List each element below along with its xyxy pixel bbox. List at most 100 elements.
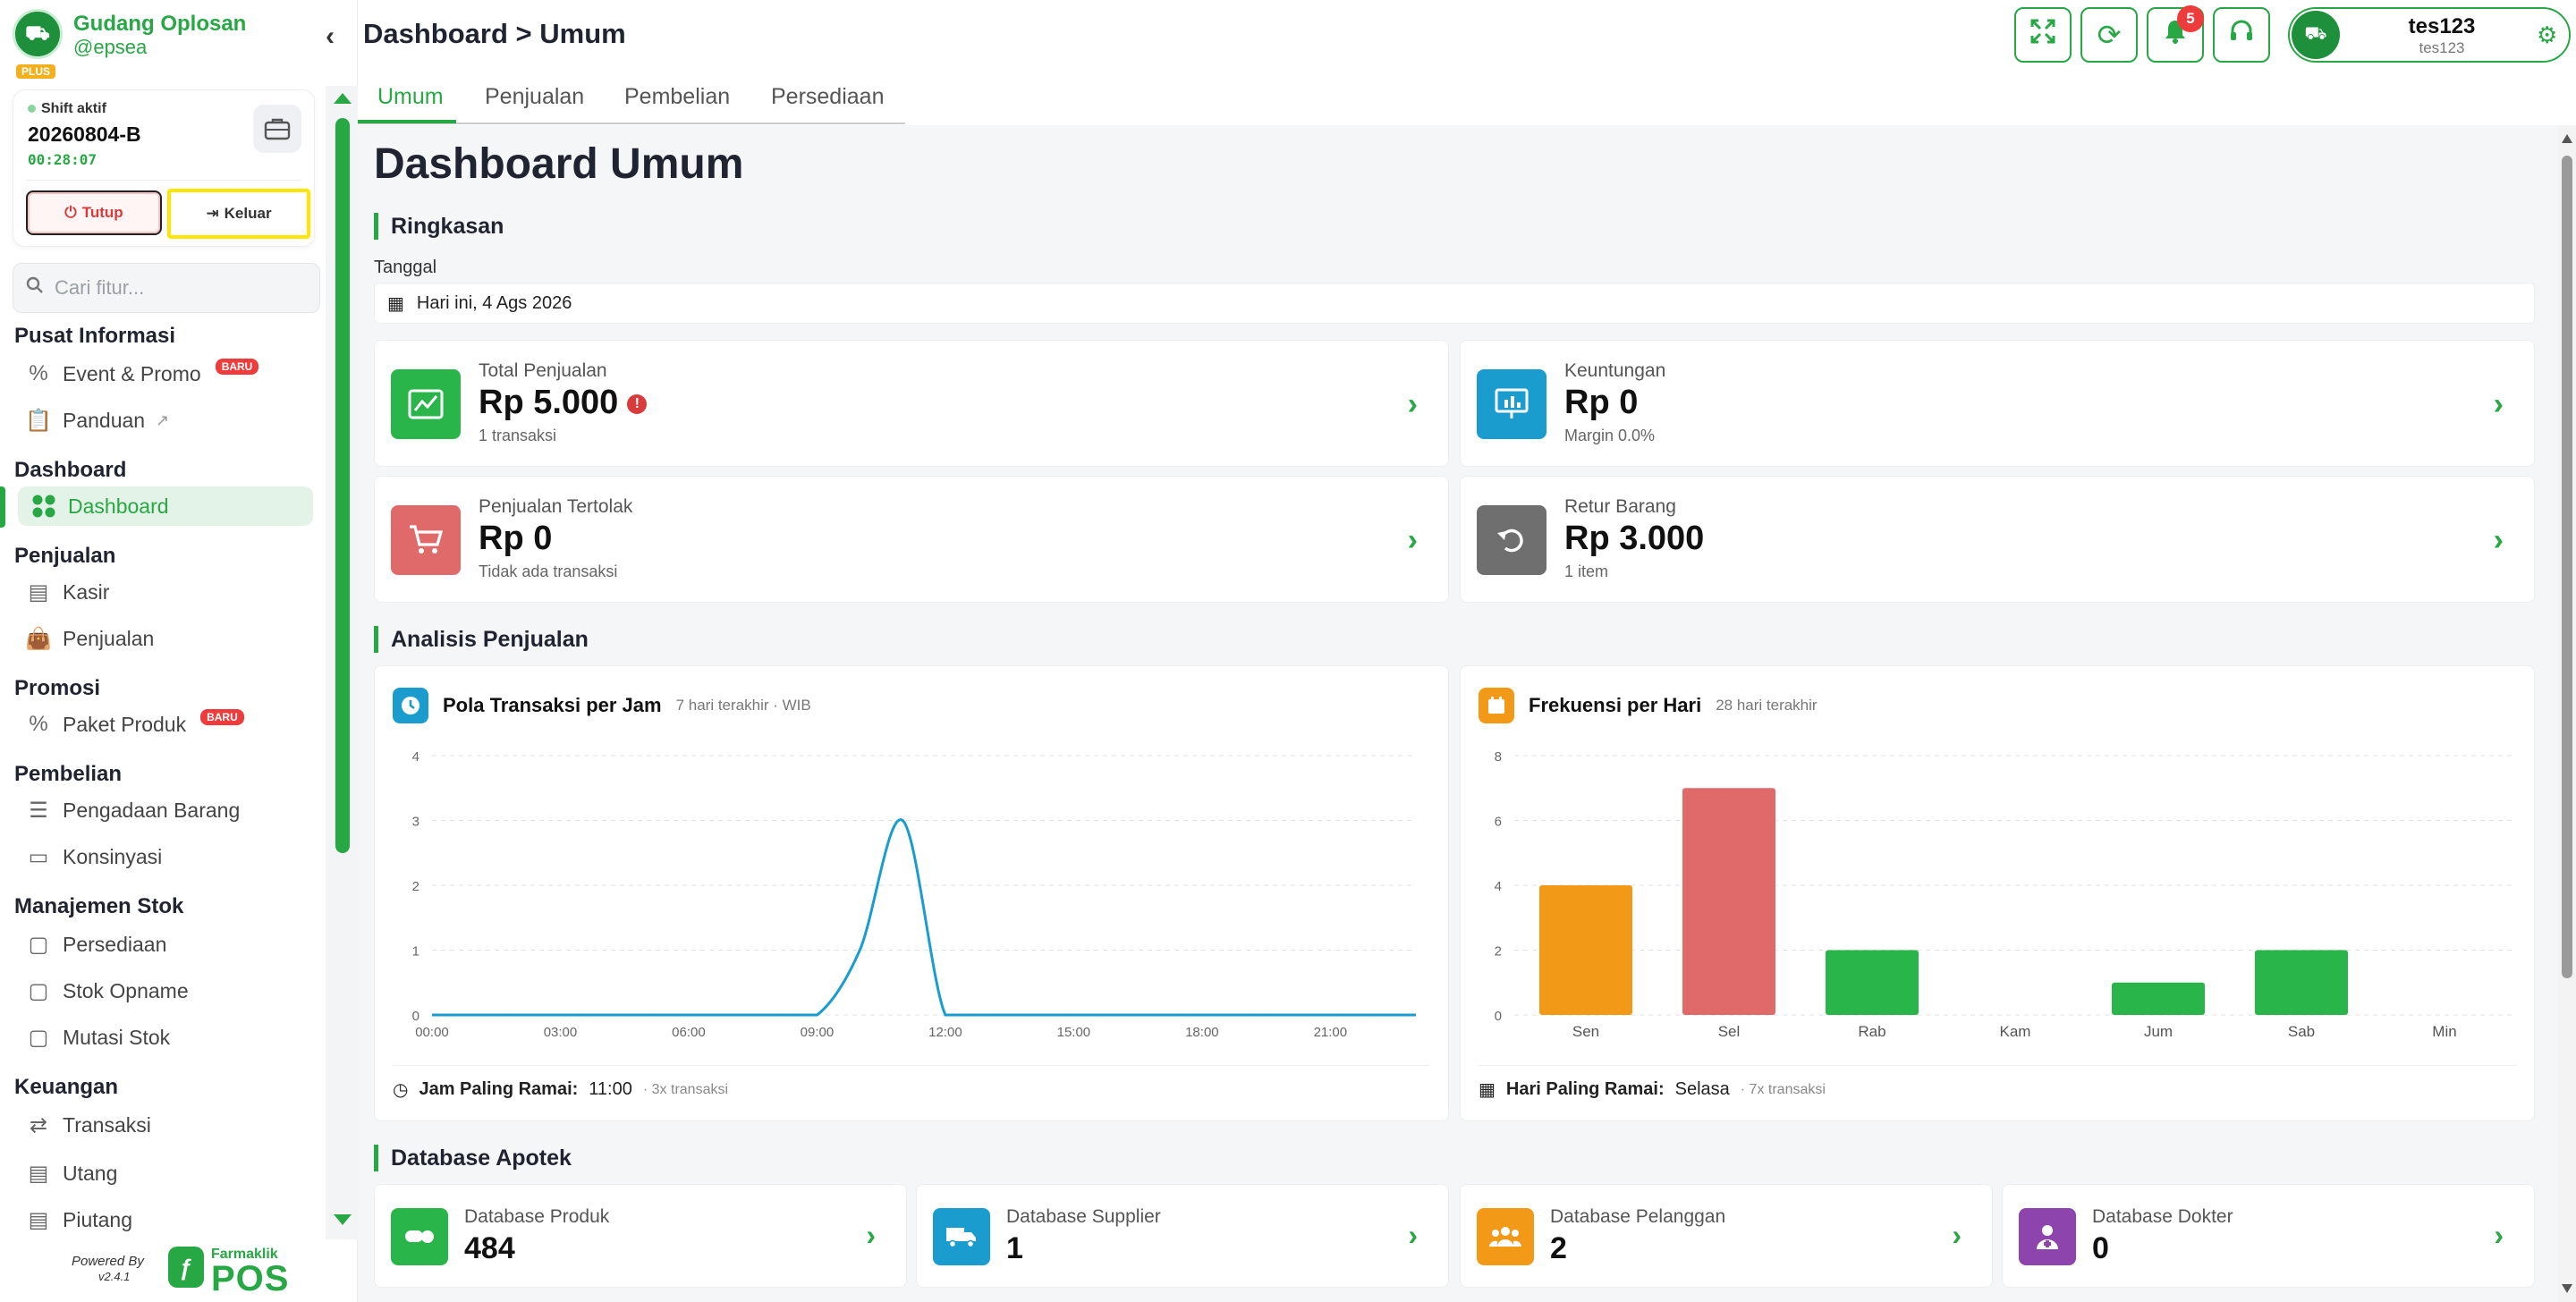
sidebar-item-label: Event & Promo (63, 361, 201, 385)
chevron-right-icon[interactable]: › (866, 1219, 876, 1251)
farmaklik-brand-small: Farmaklik (211, 1247, 278, 1262)
sidebar-item-transaksi[interactable]: ⇄ Transaksi (25, 1105, 151, 1145)
sidebar-item-penjualan[interactable]: 👜 Penjualan (25, 619, 154, 658)
sidebar-item-label: Pengadaan Barang (63, 798, 241, 822)
sidebar-item-paket-produk[interactable]: % Paket Produk BARU (25, 705, 244, 744)
sidebar-item-label: Piutang (63, 1207, 133, 1231)
info-icon[interactable]: ! (627, 393, 648, 414)
tab-pembelian[interactable]: Pembelian (624, 84, 731, 109)
chevron-right-icon[interactable]: › (2493, 523, 2504, 557)
sidebar-item-event-promo[interactable]: % Event & Promo BARU (25, 354, 259, 393)
database-card-dokter[interactable]: Database Dokter 0 › (2002, 1184, 2535, 1288)
line-chart: 0 1 2 3 4 00:00 03:00 06:00 09:00 12:00 15:00 18:00… (412, 749, 1416, 1040)
chevron-right-icon[interactable]: › (1407, 387, 1418, 421)
gear-icon[interactable]: ⚙ (2537, 21, 2558, 48)
database-card-supplier[interactable]: Database Supplier 1 › (916, 1184, 1449, 1288)
database-card-pelanggan[interactable]: Database Pelanggan 2 › (1460, 1184, 1993, 1288)
scroll-down-icon[interactable] (2562, 1284, 2572, 1293)
search-input[interactable]: Cari fitur... (13, 263, 320, 313)
chevron-right-icon[interactable]: › (1952, 1219, 1962, 1251)
sidebar-item-stok-opname[interactable]: ▢ Stok Opname (25, 971, 189, 1010)
stat-value: Rp 0 (479, 520, 553, 557)
chart-card-frekuensi-hari: Frekuensi per Hari 28 hari terakhir 0 2 4 6… (1460, 665, 2535, 1121)
database-card-produk[interactable]: Database Produk 484 › (374, 1184, 907, 1288)
footer-value: 11:00 (589, 1079, 632, 1099)
chart-header: Pola Transaksi per Jam 7 hari terakhir ·… (393, 688, 811, 723)
tab-penjualan[interactable]: Penjualan (485, 84, 585, 109)
fullscreen-button[interactable] (2014, 7, 2072, 63)
y-tick-label: 2 (412, 879, 419, 894)
percent-icon: % (29, 361, 48, 385)
farmaklik-brand-big: POS (211, 1259, 290, 1298)
exit-label: Keluar (224, 205, 272, 222)
x-tick-label: 00:00 (415, 1025, 449, 1040)
stat-card-retur-barang[interactable]: Retur Barang Rp 3.000 1 item › (1460, 476, 2535, 603)
x-tick-label: 03:00 (544, 1025, 578, 1040)
sidebar-item-dashboard[interactable]: Dashboard (18, 486, 313, 526)
plan-badge: PLUS (16, 64, 56, 79)
sidebar-item-persediaan[interactable]: ▢ Persediaan (25, 925, 167, 964)
scrollbar-thumb[interactable] (335, 118, 350, 853)
sidebar-scrollbar[interactable] (326, 86, 358, 1239)
sidebar-item-utang[interactable]: ▤ Utang (25, 1154, 118, 1193)
chevron-right-icon[interactable]: › (1407, 523, 1418, 557)
sidebar-item-label: Utang (63, 1161, 118, 1185)
database-count: 2 (1550, 1231, 1567, 1265)
stat-value: Rp 0 (1564, 384, 1639, 421)
close-shift-button[interactable]: ⏻ Tutup (26, 190, 162, 235)
sidebar-item-pengadaan[interactable]: ☰ Pengadaan Barang (25, 790, 240, 830)
user-profile-button[interactable]: ⛟ tes123 tes123 ⚙ (2288, 7, 2571, 63)
sidebar-item-kasir[interactable]: ▤ Kasir (25, 572, 110, 612)
tab-persediaan[interactable]: Persediaan (771, 84, 885, 109)
sidebar-item-piutang[interactable]: ▤ Piutang (25, 1200, 132, 1239)
scroll-up-icon[interactable] (334, 93, 352, 104)
tab-umum[interactable]: Umum (377, 84, 444, 109)
divider (26, 180, 301, 181)
shift-code: 20260804-B (28, 123, 141, 146)
scroll-down-icon[interactable] (334, 1214, 352, 1225)
shift-status-label: Shift aktif (41, 101, 106, 116)
sidebar-item-panduan[interactable]: 📋 Panduan ↗ (25, 401, 169, 440)
calendar-check-icon: ▦ (1479, 1080, 1496, 1100)
stat-label: Retur Barang (1564, 496, 1676, 517)
nav-section-keuangan: Keuangan (14, 1075, 119, 1099)
user-subtitle: tes123 (2419, 39, 2465, 56)
exit-button[interactable]: ⇥ Keluar (167, 189, 310, 239)
database-count: 484 (464, 1231, 515, 1265)
stat-subtext: 1 item (1564, 562, 1609, 580)
sidebar-item-mutasi-stok[interactable]: ▢ Mutasi Stok (25, 1018, 171, 1057)
headset-icon (2228, 18, 2255, 52)
chevron-right-icon[interactable]: › (1408, 1219, 1418, 1251)
refresh-button[interactable]: ⟳ (2080, 7, 2138, 63)
notification-button[interactable]: 5 (2147, 5, 2204, 63)
power-icon: ⏻ (64, 204, 77, 221)
chevron-right-icon[interactable]: › (2494, 1219, 2504, 1251)
x-tick-label: Min (2432, 1023, 2456, 1040)
stat-card-keuntungan[interactable]: Keuntungan Rp 0 Margin 0.0% › (1460, 340, 2535, 467)
shift-timer: 00:28:07 (28, 151, 97, 168)
y-tick-label: 3 (412, 815, 419, 830)
footer-note: · 3x transaksi (642, 1081, 729, 1097)
stat-card-penjualan-tertolak[interactable]: Penjualan Tertolak Rp 0 Tidak ada transa… (374, 476, 1449, 603)
section-title-ringkasan: Ringkasan (374, 213, 504, 240)
scroll-up-icon[interactable] (2562, 134, 2572, 143)
stat-card-total-penjualan[interactable]: Total Penjualan Rp 5.000! 1 transaksi › (374, 340, 1449, 467)
support-button[interactable] (2213, 7, 2270, 63)
briefcase-icon[interactable] (253, 105, 301, 153)
search-icon (26, 276, 44, 300)
grid-icon (30, 493, 57, 520)
footer-value: Selasa (1674, 1079, 1730, 1099)
doctor-icon (2019, 1208, 2076, 1265)
collapse-sidebar-icon[interactable]: ‹ (326, 21, 335, 51)
chevron-right-icon[interactable]: › (2493, 387, 2504, 421)
shift-card: Shift aktif 20260804-B 00:28:07 ⏻ Tutup ⇥… (13, 89, 315, 247)
document-list-icon: ☰ (29, 798, 48, 823)
date-picker[interactable]: ▦ Hari ini, 4 Ags 2026 (374, 283, 2535, 324)
date-value: Hari ini, 4 Ags 2026 (416, 292, 572, 313)
app-version: v2.4.1 (98, 1270, 131, 1283)
sidebar-item-konsinyasi[interactable]: ▭ Konsinyasi (25, 837, 163, 876)
main-scrollbar[interactable] (2558, 125, 2576, 1302)
x-tick-label: Sab (2288, 1023, 2315, 1040)
expand-icon (2029, 18, 2056, 52)
scrollbar-thumb[interactable] (2562, 156, 2572, 978)
